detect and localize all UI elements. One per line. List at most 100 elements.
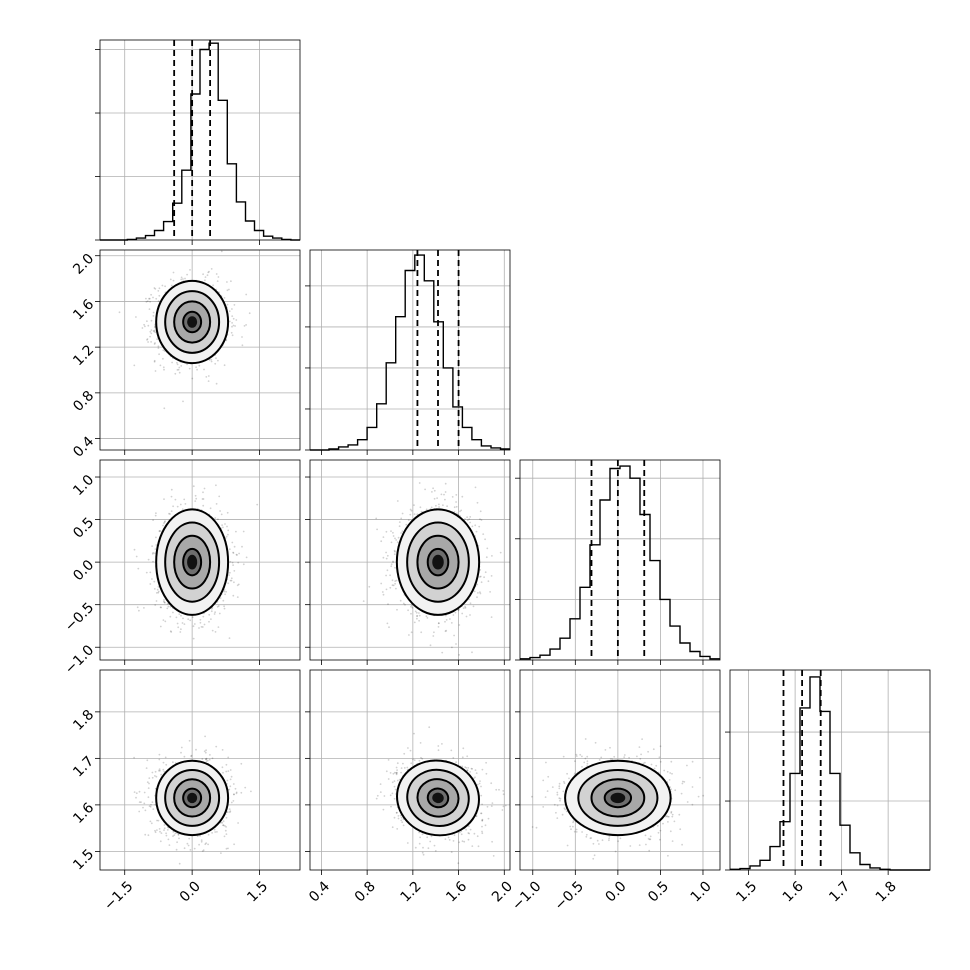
sample-point xyxy=(458,624,461,626)
sample-point xyxy=(236,584,239,587)
sample-point xyxy=(408,634,410,636)
sample-point xyxy=(453,506,456,509)
sample-point xyxy=(153,329,156,332)
sample-point xyxy=(208,359,211,361)
sample-point xyxy=(231,561,234,564)
sample-point xyxy=(205,376,208,378)
sample-point xyxy=(223,590,226,593)
sample-point xyxy=(146,320,148,323)
sample-point xyxy=(176,505,179,508)
sample-point xyxy=(157,290,160,292)
sample-point xyxy=(392,560,394,563)
sample-point xyxy=(138,609,140,612)
sample-point xyxy=(471,651,473,654)
sample-point xyxy=(146,759,149,762)
sample-point xyxy=(182,617,184,620)
panel-frame xyxy=(99,459,301,661)
sample-point xyxy=(482,533,485,535)
sample-point xyxy=(241,545,243,548)
sample-point xyxy=(204,843,207,846)
sample-point xyxy=(368,585,371,588)
sample-point xyxy=(176,363,179,366)
sample-point xyxy=(224,523,226,525)
sample-point xyxy=(118,311,121,314)
sample-point xyxy=(385,530,388,533)
sample-point xyxy=(172,505,175,508)
sample-point xyxy=(150,332,153,335)
sample-point xyxy=(180,365,183,367)
sample-point xyxy=(202,491,204,494)
sample-point xyxy=(394,582,396,585)
sample-point xyxy=(204,279,206,282)
sample-point xyxy=(174,498,177,501)
sample-point xyxy=(207,833,210,836)
sample-point xyxy=(227,529,230,532)
sample-point xyxy=(471,525,474,528)
sample-point xyxy=(169,513,171,515)
sample-point xyxy=(171,361,174,364)
sample-point xyxy=(436,497,438,499)
sample-point xyxy=(227,582,230,585)
sample-point xyxy=(136,606,139,609)
sample-point xyxy=(476,596,478,599)
sample-point xyxy=(380,540,383,543)
sample-point xyxy=(244,786,247,789)
sample-point xyxy=(233,793,235,796)
sample-point xyxy=(189,849,192,851)
sample-point xyxy=(242,563,245,566)
sample-point xyxy=(179,631,182,633)
sample-point xyxy=(386,622,389,625)
sample-point xyxy=(152,560,154,563)
sample-point xyxy=(201,626,204,628)
sample-point xyxy=(159,830,161,833)
sample-point xyxy=(432,635,435,637)
sample-point xyxy=(245,293,248,296)
sample-point xyxy=(154,604,157,606)
sample-point xyxy=(425,615,428,618)
panel-2-1 xyxy=(362,482,502,656)
sample-point xyxy=(205,757,208,760)
sample-point xyxy=(188,837,191,840)
sample-point xyxy=(151,578,153,580)
sample-point xyxy=(152,296,154,299)
sample-point xyxy=(418,614,421,617)
sample-point xyxy=(410,631,413,634)
sample-point xyxy=(479,576,481,578)
sample-point xyxy=(157,300,160,302)
sample-point xyxy=(203,487,206,490)
sample-point xyxy=(462,607,465,609)
sample-point xyxy=(432,487,434,490)
sample-point xyxy=(156,829,158,831)
sample-point xyxy=(155,775,158,778)
sample-point xyxy=(172,271,175,274)
sample-point xyxy=(455,501,457,503)
sample-point xyxy=(206,274,209,277)
sample-point xyxy=(163,521,166,523)
sample-point xyxy=(152,519,155,521)
sample-point xyxy=(135,555,138,558)
sample-point xyxy=(162,524,164,527)
sample-point xyxy=(160,773,163,776)
sample-point xyxy=(202,849,205,851)
sample-point xyxy=(175,616,178,619)
sample-point xyxy=(164,756,167,759)
sample-point xyxy=(416,617,418,620)
sample-point xyxy=(163,824,166,826)
sample-point xyxy=(234,787,237,790)
sample-point xyxy=(223,364,226,367)
sample-point xyxy=(236,554,238,556)
sample-point xyxy=(414,610,417,613)
sample-point xyxy=(230,577,233,580)
sample-point xyxy=(204,751,207,754)
sample-point xyxy=(464,605,466,608)
sample-point xyxy=(164,620,167,623)
sample-point xyxy=(399,599,402,602)
sample-point xyxy=(153,326,156,329)
sample-point xyxy=(397,536,400,539)
sample-point xyxy=(158,753,161,756)
sample-point xyxy=(137,567,140,570)
sample-point xyxy=(256,503,259,506)
sample-point xyxy=(209,754,211,756)
sample-point xyxy=(468,518,471,520)
density-peak xyxy=(187,316,198,328)
